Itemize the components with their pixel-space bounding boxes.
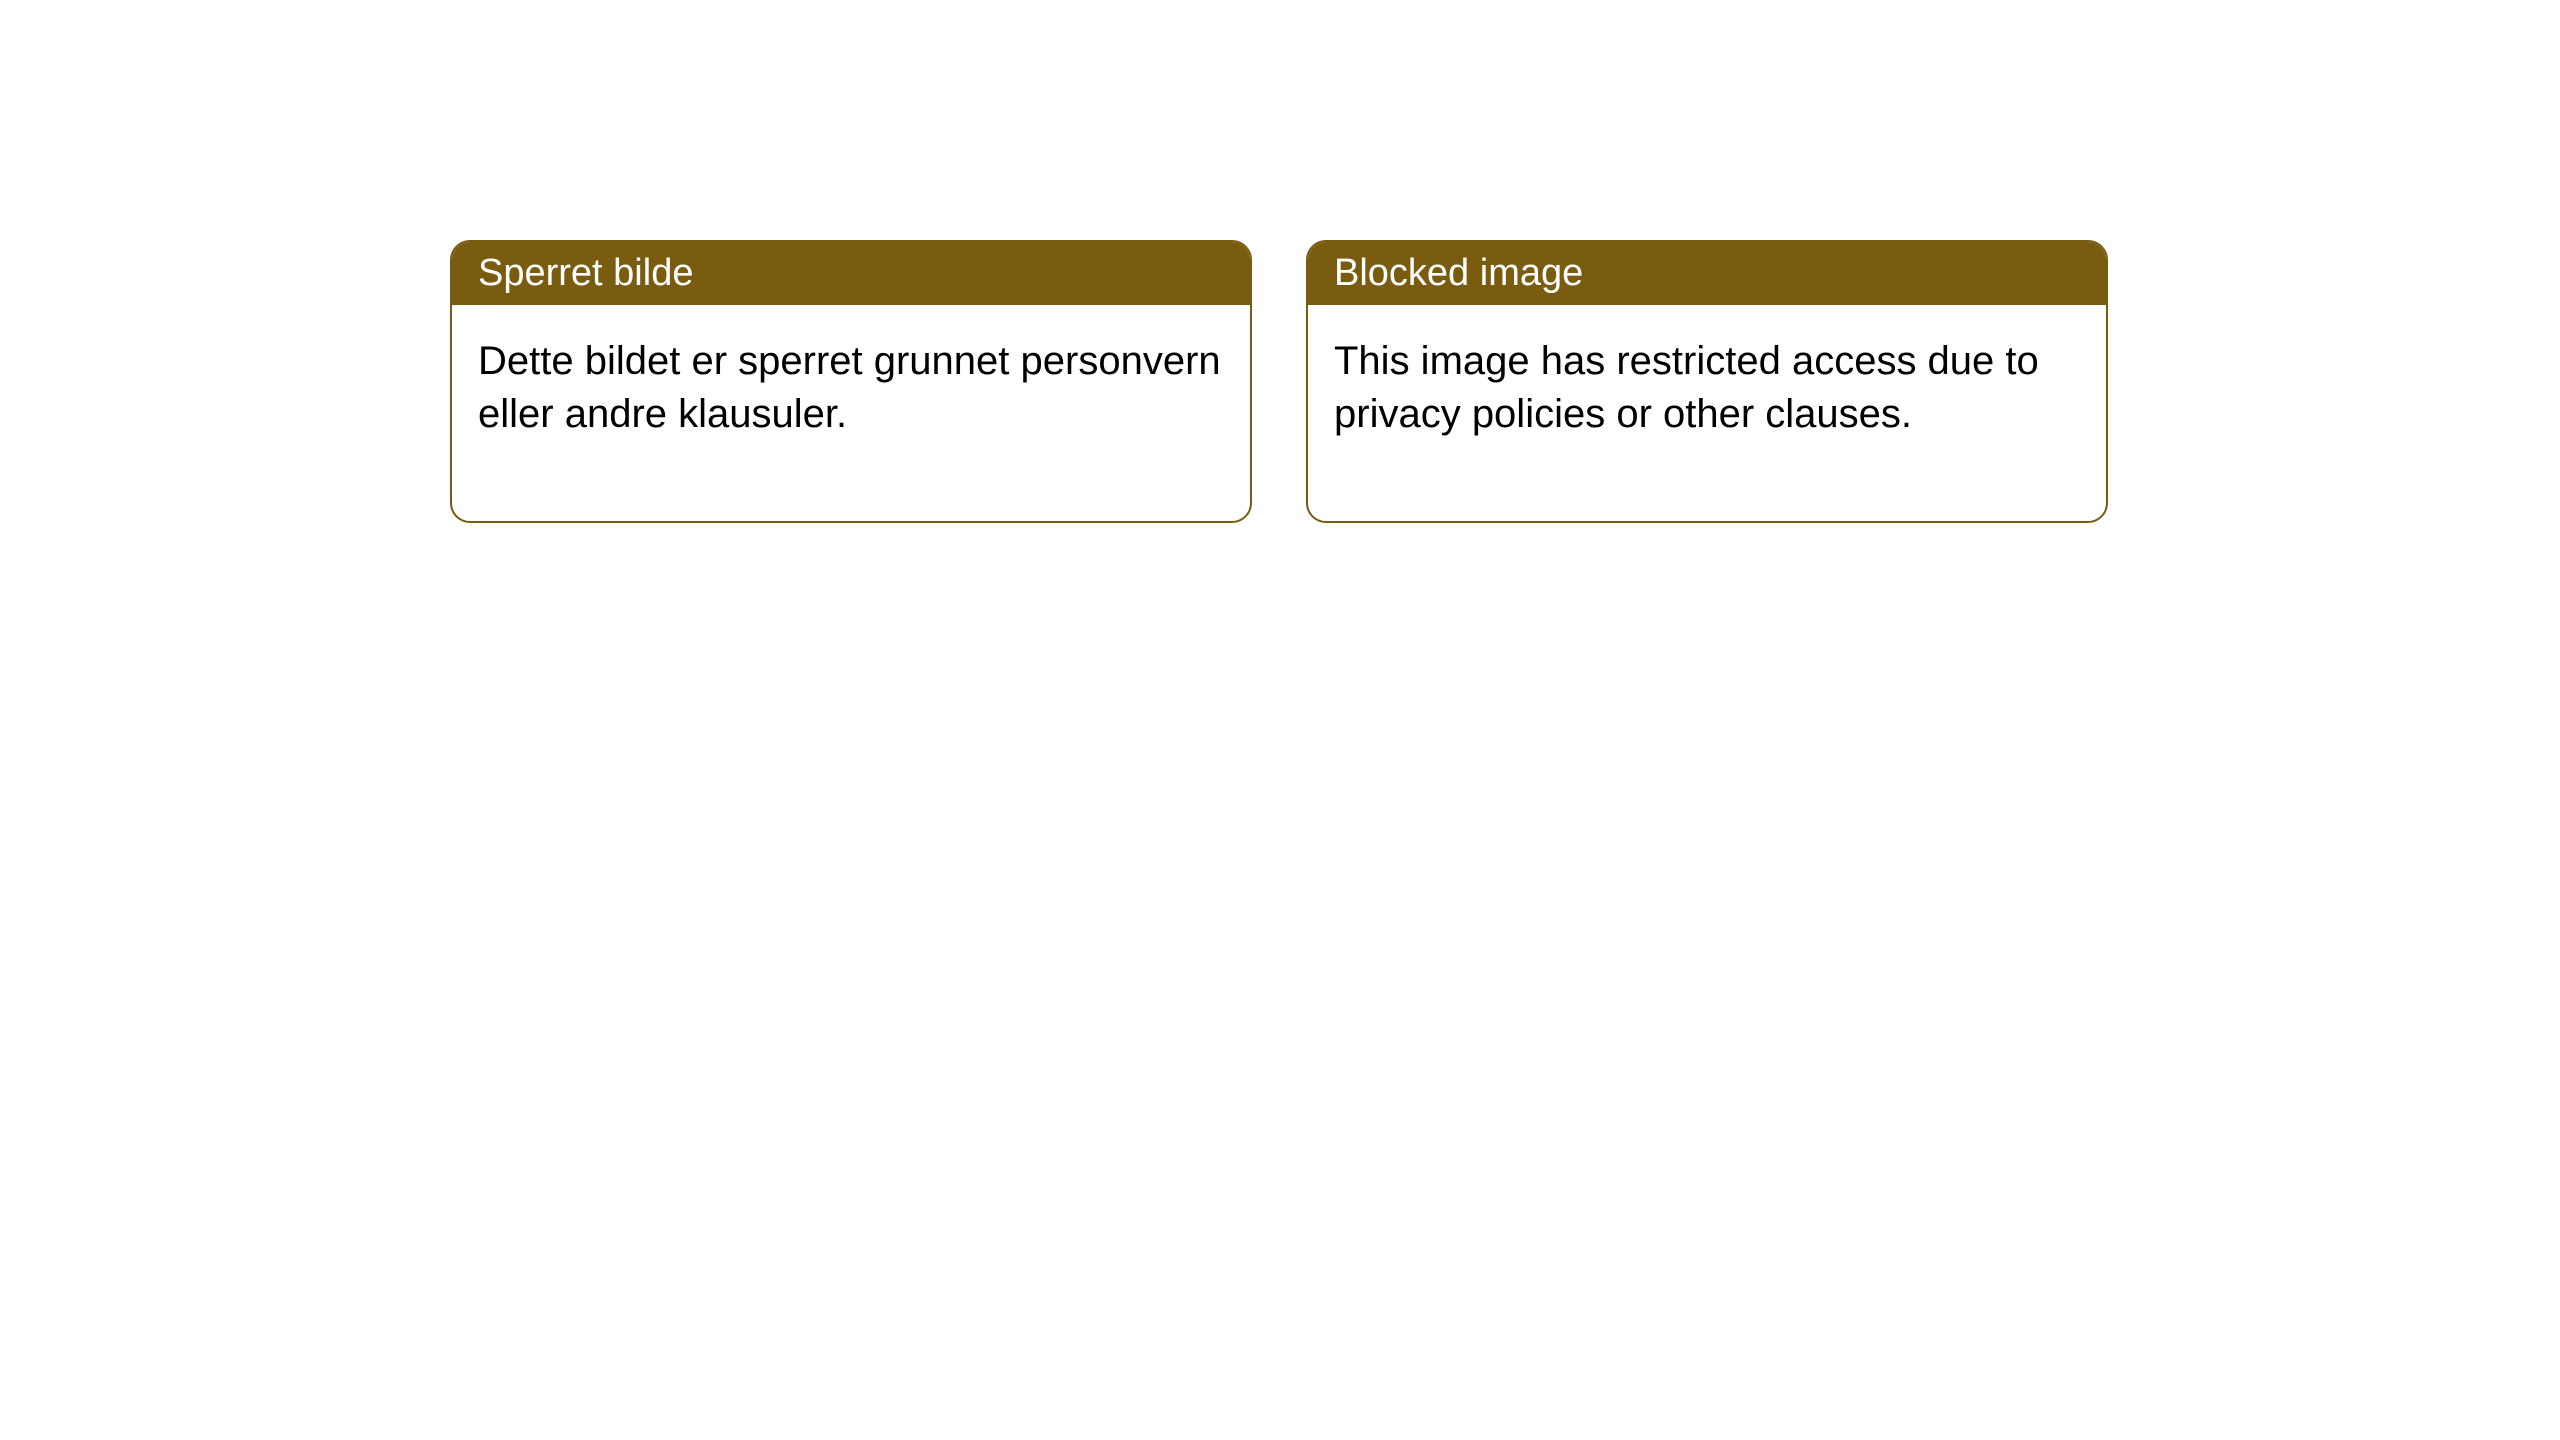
card-title-en: Blocked image [1334,252,1583,294]
card-header-en: Blocked image [1308,242,2106,305]
blocked-image-card-en: Blocked image This image has restricted … [1306,240,2108,523]
blocked-image-card-no: Sperret bilde Dette bildet er sperret gr… [450,240,1252,523]
blocked-image-notice-container: Sperret bilde Dette bildet er sperret gr… [0,0,2560,523]
card-body-text-no: Dette bildet er sperret grunnet personve… [478,339,1221,436]
card-body-no: Dette bildet er sperret grunnet personve… [452,305,1250,521]
card-body-text-en: This image has restricted access due to … [1334,339,2039,436]
card-header-no: Sperret bilde [452,242,1250,305]
card-title-no: Sperret bilde [478,252,693,294]
card-body-en: This image has restricted access due to … [1308,305,2106,521]
